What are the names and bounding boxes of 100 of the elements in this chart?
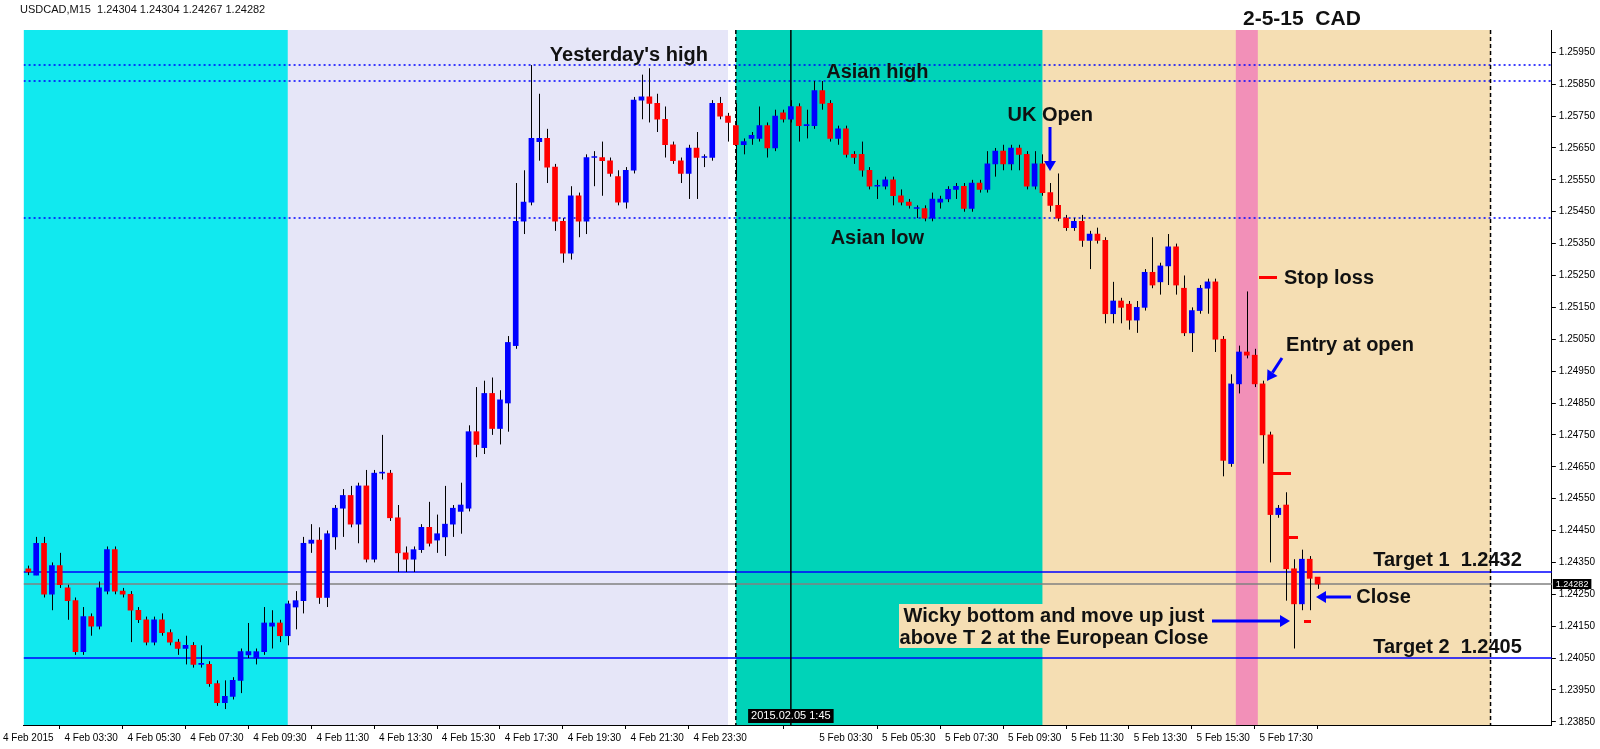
y-tick-label: 1.24750 xyxy=(1558,428,1596,440)
y-tick-label: 1.23850 xyxy=(1558,715,1596,727)
candlestick xyxy=(206,660,212,688)
x-tick-label: 4 Feb 15:30 xyxy=(441,731,496,743)
annotation: Entry at open xyxy=(1286,333,1414,356)
y-tick-label: 1.25350 xyxy=(1558,237,1596,249)
candlestick xyxy=(717,96,723,120)
candlestick xyxy=(725,112,731,143)
candlestick xyxy=(1118,297,1124,324)
candlestick xyxy=(756,106,763,143)
x-tick-label: 4 Feb 13:30 xyxy=(378,731,433,743)
y-tick-label: 1.24250 xyxy=(1558,588,1596,600)
x-tick-label: 4 Feb 21:30 xyxy=(630,731,685,743)
candlestick xyxy=(1008,144,1014,171)
x-tick-label: 5 Feb 11:30 xyxy=(1071,731,1125,743)
candlestick xyxy=(1016,144,1022,171)
y-tick-label: 1.25750 xyxy=(1558,109,1596,121)
annotation: Close xyxy=(1356,584,1411,607)
candlestick xyxy=(874,179,881,200)
candlestick xyxy=(473,386,480,458)
candlestick xyxy=(536,93,543,162)
annotation: Yesterday's high xyxy=(549,42,708,65)
candlestick xyxy=(599,141,606,197)
candlestick xyxy=(442,485,448,557)
candlestick xyxy=(1306,555,1313,611)
candlestick xyxy=(214,679,220,707)
annotation: UK Open xyxy=(1007,102,1094,125)
candlestick xyxy=(88,612,95,637)
y-tick-label: 1.25850 xyxy=(1558,77,1596,89)
y-tick-label: 1.24650 xyxy=(1558,460,1596,472)
ref-line-label: Target 1 1.2432 xyxy=(1373,548,1522,571)
candlestick xyxy=(858,141,865,178)
x-tick-label: 4 Feb 05:30 xyxy=(127,731,182,743)
candlestick xyxy=(1110,281,1117,324)
text: USDCAD,M15 1.24304 1.24304 1.24267 1.24282 xyxy=(20,3,266,15)
candlestick xyxy=(654,93,661,133)
y-tick-label: 1.25250 xyxy=(1558,269,1596,281)
x-tick-label: 4 Feb 09:30 xyxy=(253,731,307,743)
candlestick xyxy=(426,501,433,547)
ref-line-label: 1.24282 xyxy=(1555,578,1589,589)
y-tick-label: 1.25050 xyxy=(1558,332,1596,344)
candlestick xyxy=(607,157,613,178)
y-tick-label: 1.24550 xyxy=(1558,492,1596,504)
candlestick xyxy=(960,182,967,213)
y-tick-label: 1.23950 xyxy=(1558,683,1596,695)
ref-line-label: 2015.02.05 1:45 xyxy=(751,709,831,722)
candlestick xyxy=(159,612,165,637)
candlestick xyxy=(277,619,283,643)
candlestick xyxy=(450,504,456,538)
candlestick xyxy=(308,523,315,554)
y-tick-label: 1.25550 xyxy=(1558,173,1596,185)
candlestick xyxy=(803,109,810,139)
candlestick xyxy=(1055,172,1061,222)
candlestick xyxy=(1126,300,1132,331)
candlestick xyxy=(56,552,63,589)
candlestick xyxy=(1000,144,1006,171)
x-tick-label: 4 Feb 19:30 xyxy=(567,731,622,743)
y-tick-label: 1.25450 xyxy=(1558,205,1596,217)
annotation: Asian high xyxy=(826,59,929,82)
y-tick-label: 1.25150 xyxy=(1558,301,1596,313)
candlestick xyxy=(992,147,999,178)
y-tick-label: 1.24350 xyxy=(1558,556,1596,568)
ref-line-label: Target 2 1.2405 xyxy=(1373,634,1522,657)
candlestick xyxy=(670,141,676,165)
y-tick-label: 1.24150 xyxy=(1558,619,1596,631)
y-tick-label: 1.24450 xyxy=(1558,524,1596,536)
candlestick xyxy=(677,157,684,184)
candlestick xyxy=(890,176,896,206)
x-tick-label: 5 Feb 15:30 xyxy=(1196,731,1251,743)
x-tick-label: 4 Feb 23:30 xyxy=(693,731,748,743)
candlestick xyxy=(835,125,841,146)
x-tick-label: 4 Feb 03:30 xyxy=(64,731,119,743)
candlestick xyxy=(866,166,873,190)
y-tick-label: 1.24850 xyxy=(1558,396,1596,408)
x-tick-label: 5 Feb 05:30 xyxy=(882,731,936,743)
candlestick xyxy=(1078,214,1085,248)
x-tick-label: 5 Feb 03:30 xyxy=(819,731,874,743)
candlestick xyxy=(1244,290,1250,359)
candlestick xyxy=(1188,306,1195,353)
x-tick-label: 4 Feb 2015 xyxy=(3,731,55,743)
y-tick-label: 1.24050 xyxy=(1558,651,1596,663)
candlestick xyxy=(269,609,275,649)
y-tick-label: 1.24950 xyxy=(1558,364,1596,376)
candlestick xyxy=(151,616,157,646)
candlestick xyxy=(591,150,598,187)
annotation: Wicky bottom and move up just above T 2 at the European Close xyxy=(899,604,1209,648)
x-tick-label: 5 Feb 13:30 xyxy=(1133,731,1188,743)
candlestick xyxy=(457,482,464,535)
candlestick xyxy=(819,80,826,111)
candlestick xyxy=(143,616,150,646)
y-tick-label: 1.25650 xyxy=(1558,141,1596,153)
candlestick xyxy=(1047,182,1054,213)
candlestick xyxy=(127,590,134,643)
candlestick xyxy=(339,488,346,538)
x-tick-label: 4 Feb 07:30 xyxy=(190,731,245,743)
annotation: Stop loss xyxy=(1284,266,1375,289)
candlestick xyxy=(229,676,236,700)
candlestick xyxy=(434,514,440,554)
candlestick xyxy=(1133,300,1140,334)
x-tick-label: 5 Feb 17:30 xyxy=(1259,731,1314,743)
